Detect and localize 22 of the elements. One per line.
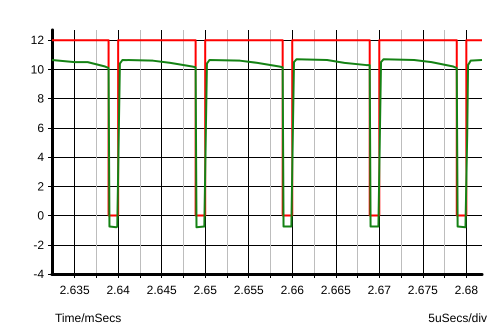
y-tick-label: 8 bbox=[37, 92, 44, 106]
y-tick-label: 2 bbox=[37, 179, 44, 194]
y-tick-label: -2 bbox=[33, 238, 44, 252]
x-tick-label: 2.645 bbox=[146, 283, 178, 297]
x-axis-title: Time/mSecs bbox=[55, 311, 122, 325]
x-tick-label: 2.68 bbox=[454, 283, 478, 297]
y-tick-label: 10 bbox=[30, 62, 44, 76]
y-tick-label: 0 bbox=[37, 208, 44, 223]
x-tick-label: 2.64 bbox=[106, 283, 130, 297]
y-tick-label: 6 bbox=[37, 120, 44, 135]
line-series bbox=[51, 58, 483, 228]
text: 5uSecs/div bbox=[428, 311, 488, 325]
y-tick-label: 12 bbox=[30, 33, 44, 48]
x-tick-label: 2.66 bbox=[280, 283, 304, 297]
x-tick-label: 2.655 bbox=[234, 283, 264, 297]
y-tick-label: 4 bbox=[37, 150, 44, 164]
y-tick-label: -4 bbox=[33, 267, 44, 281]
x-tick-label: 2.635 bbox=[60, 283, 90, 297]
x-tick-label: 2.665 bbox=[320, 283, 352, 297]
x-tick-label: 2.675 bbox=[408, 283, 438, 297]
x-tick-label: 2.67 bbox=[368, 283, 392, 297]
x-tick-label: 2.65 bbox=[194, 283, 218, 297]
